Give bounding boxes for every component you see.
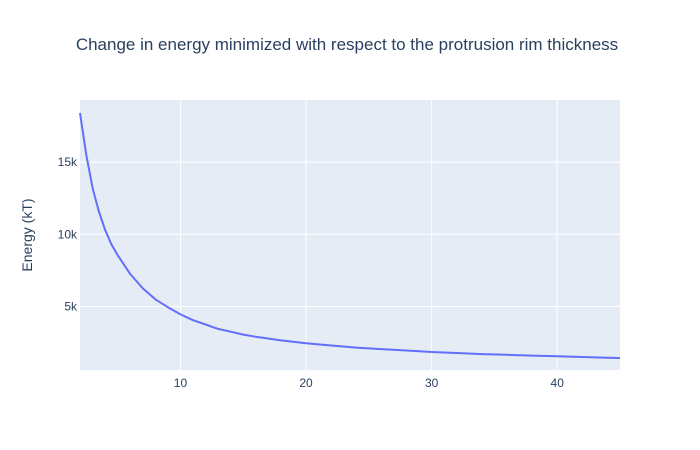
energy-series-line [79,112,621,359]
y-axis-title: Energy (kT) [19,198,35,271]
y-tick-label: 10k [58,227,78,241]
series-group [79,112,621,359]
x-axis-ticks: 10 20 30 40 [174,376,564,390]
chart-title: Change in energy minimized with respect … [76,35,618,54]
x-tick-label: 30 [425,376,439,390]
plot-area [80,100,620,370]
x-tick-label: 10 [174,376,188,390]
y-tick-label: 5k [64,299,78,313]
y-tick-label: 15k [58,155,78,169]
y-axis-ticks: 5k 10k 15k [58,155,78,313]
x-tick-label: 40 [551,376,565,390]
x-tick-label: 20 [299,376,313,390]
gridlines [80,100,620,370]
